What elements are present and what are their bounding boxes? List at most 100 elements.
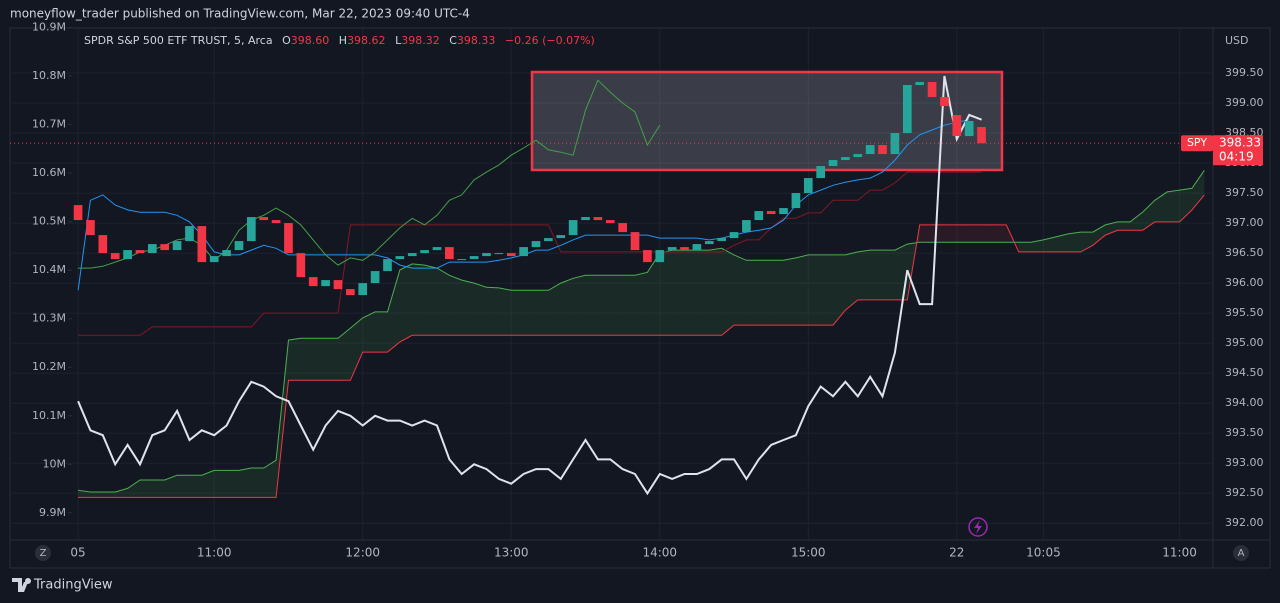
legend-value: 398.60 <box>291 34 330 47</box>
candle <box>469 256 479 260</box>
candle <box>544 238 553 242</box>
cloud-fill <box>833 254 846 326</box>
y2-tick-label: 10.1M <box>32 409 66 422</box>
cloud-fill <box>362 311 376 353</box>
candle <box>271 220 281 224</box>
indicator-line <box>78 79 661 269</box>
cloud-fill <box>1043 236 1056 252</box>
highlight-box <box>530 70 1004 172</box>
y2-tick-label: 9.9M <box>39 506 66 519</box>
candle <box>370 271 380 284</box>
candle <box>197 226 207 263</box>
countdown-label: 04:19 <box>1219 150 1254 164</box>
cloud-fill <box>1117 221 1131 231</box>
candle <box>519 247 528 257</box>
cloud-fill <box>189 475 202 498</box>
candle <box>853 154 863 158</box>
cloud-fill <box>486 287 499 336</box>
candle <box>692 244 702 251</box>
candle <box>964 121 974 137</box>
candle <box>73 205 83 221</box>
candle <box>618 223 627 233</box>
cloud-fill <box>350 317 363 381</box>
candle <box>581 217 590 221</box>
cloud-fill <box>932 224 945 243</box>
scale-button-label[interactable]: Z <box>40 548 47 559</box>
x-tick-label: 11:00 <box>197 546 232 560</box>
candle <box>556 235 566 239</box>
candle <box>531 241 541 248</box>
cloud-fill <box>659 250 673 336</box>
cloud-fill <box>474 283 487 336</box>
cloud-fill <box>325 338 338 381</box>
cloud-fill <box>696 250 710 336</box>
cloud-fill <box>177 475 190 498</box>
candle <box>828 160 838 167</box>
candle <box>680 247 689 251</box>
y2-tick-label: 10.6M <box>32 166 66 179</box>
candle <box>98 235 108 254</box>
candle <box>259 217 269 221</box>
candle <box>395 256 405 260</box>
cloud-fill <box>981 224 994 243</box>
cloud-fill <box>1068 232 1081 252</box>
cloud-fill <box>820 254 834 326</box>
candle <box>296 253 306 278</box>
legend-label: O <box>282 34 291 47</box>
cloud-fill <box>127 479 140 498</box>
frame <box>9 27 1271 569</box>
candle <box>482 253 491 257</box>
cloud-fill <box>1142 200 1155 231</box>
y-tick-label: 392.50 <box>1225 486 1264 499</box>
auto-button[interactable] <box>1233 545 1249 561</box>
indicator-line <box>78 170 1205 493</box>
y2-tick-label: 10.3M <box>32 312 66 325</box>
cloud-fill <box>1105 221 1118 236</box>
y-tick-label: 399.50 <box>1225 66 1264 79</box>
x-tick-label: 12:00 <box>345 546 380 560</box>
candle <box>593 217 603 221</box>
cloud-fill <box>597 275 611 336</box>
candle <box>667 247 677 251</box>
cloud-fill <box>461 280 475 336</box>
y2-tick-label: 10.5M <box>32 215 66 228</box>
y-tick-label: 393.50 <box>1225 426 1264 439</box>
y-tick-label: 392.00 <box>1225 516 1264 529</box>
cloud-fill <box>758 260 772 326</box>
brand: TradingView <box>33 578 113 593</box>
candle <box>383 259 392 272</box>
price-badge-label: 398.33 <box>1219 136 1261 150</box>
x-tick-label: 10:05 <box>1026 546 1061 560</box>
cloud-fill <box>585 275 598 336</box>
cloud-fill <box>894 244 908 300</box>
auto-button-label[interactable]: A <box>1238 548 1245 559</box>
candle <box>742 220 751 233</box>
candle <box>878 145 887 155</box>
event-icon[interactable] <box>968 517 988 537</box>
cloud-fill <box>90 491 103 498</box>
scale-button[interactable] <box>35 545 51 561</box>
candle <box>902 85 912 134</box>
cloud-fill <box>993 224 1007 243</box>
y-tick-label: 397.00 <box>1225 216 1264 229</box>
cloud-fill <box>412 263 425 336</box>
y-tick-label: 396.00 <box>1225 276 1264 289</box>
indicator-line <box>77 75 982 496</box>
cloud-fill <box>573 275 586 336</box>
candle <box>605 220 615 224</box>
cloud-fill <box>734 254 747 326</box>
candle <box>457 259 467 261</box>
y-tick-label: 394.00 <box>1225 396 1264 409</box>
cloud-fill <box>436 268 450 336</box>
cloud-fill <box>845 251 858 311</box>
y-tick-label: 399.00 <box>1225 96 1264 109</box>
cloud-fill <box>387 269 400 353</box>
cloud-fill <box>214 470 227 498</box>
cloud-fill <box>919 224 933 243</box>
candle <box>185 226 194 242</box>
candle <box>717 238 726 242</box>
candle <box>779 208 788 215</box>
candle <box>147 244 157 254</box>
